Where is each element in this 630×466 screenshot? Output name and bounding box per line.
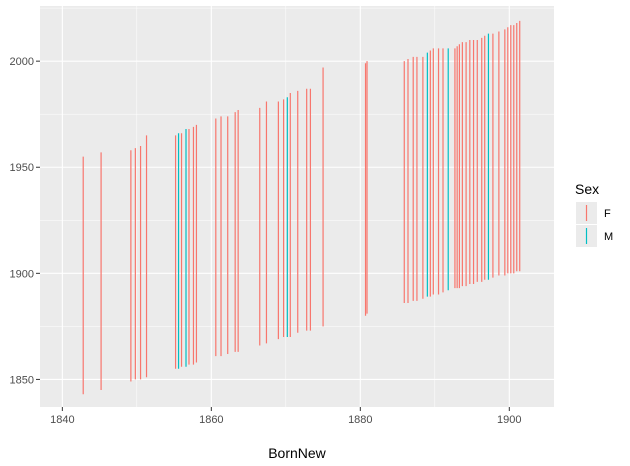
major-gridlines: [40, 6, 554, 407]
x-tick-label: 1860: [199, 414, 223, 426]
y-tick-label: 2000: [10, 56, 34, 68]
x-tick-label: 1900: [497, 414, 521, 426]
minor-gridlines: [40, 6, 554, 407]
data-segments: [82, 20, 521, 395]
legend: Sex FM: [575, 181, 613, 247]
x-axis-title: BornNew: [268, 445, 326, 461]
y-tick-label: 1950: [10, 162, 34, 174]
y-tick-label: 1900: [10, 268, 34, 280]
y-tick-label: 1850: [10, 374, 34, 386]
legend-label-m: M: [604, 231, 613, 243]
x-axis: 1840 1860 1880 1900: [50, 407, 522, 426]
legend-title: Sex: [575, 181, 599, 197]
y-axis: 1850 1900 1950 2000: [10, 56, 40, 386]
legend-label-f: F: [604, 208, 611, 220]
plot-panel: [40, 6, 554, 407]
x-tick-label: 1840: [50, 414, 74, 426]
x-tick-label: 1880: [348, 414, 372, 426]
